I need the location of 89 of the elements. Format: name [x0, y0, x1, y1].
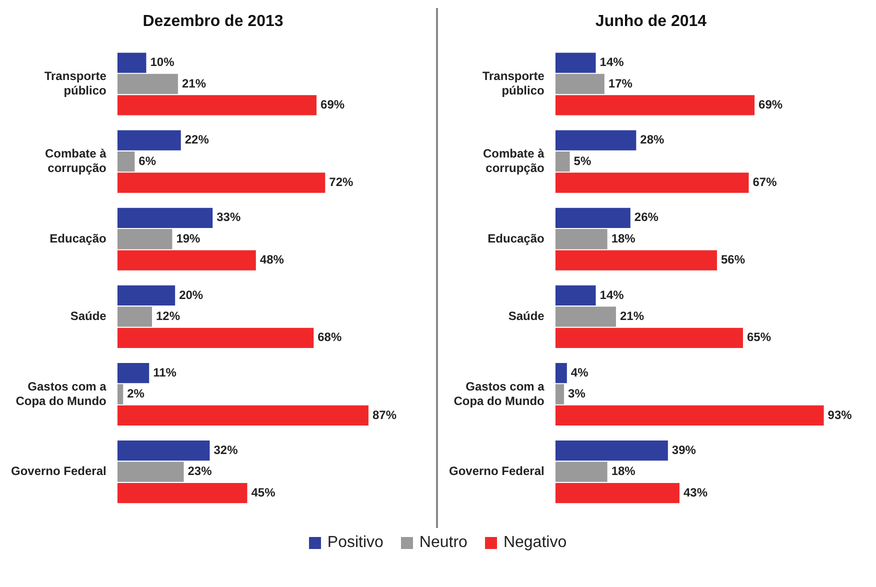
data-label: 2%	[127, 386, 145, 401]
data-label: 22%	[184, 132, 210, 147]
bar	[555, 462, 608, 482]
bar	[117, 95, 317, 116]
bar	[117, 405, 368, 426]
bar	[555, 482, 680, 504]
bar	[117, 172, 326, 193]
bar	[555, 208, 630, 228]
legend-label: Neutro	[419, 534, 468, 552]
data-label: 4%	[570, 365, 589, 380]
legend-label: Negativo	[503, 534, 567, 552]
data-label: 39%	[672, 442, 696, 457]
bar	[555, 285, 596, 306]
data-label: 12%	[156, 308, 180, 323]
data-label: 21%	[182, 76, 206, 90]
data-label: 18%	[611, 464, 636, 478]
y-tick-label: Educação	[50, 231, 106, 246]
data-label: 87%	[372, 408, 397, 422]
bar	[117, 384, 124, 404]
bar	[555, 52, 596, 73]
data-label: 68%	[318, 330, 342, 344]
bar	[117, 328, 314, 348]
y-tick-label: Transporte público	[482, 69, 545, 98]
chart-title: Dezembro de 2013	[142, 13, 284, 30]
bar	[117, 306, 152, 327]
bar	[555, 229, 608, 250]
data-label: 10%	[150, 55, 175, 70]
data-label: 93%	[828, 408, 852, 422]
y-tick-label: Saúde	[70, 308, 107, 323]
y-tick-label: Transporte público	[44, 69, 107, 98]
data-label: 56%	[720, 252, 746, 267]
bar	[117, 130, 181, 150]
bar	[555, 306, 616, 327]
bar	[555, 328, 743, 348]
y-tick-label: Combate à corrupção	[45, 146, 107, 176]
data-label: 3%	[568, 386, 586, 401]
bar	[117, 74, 178, 94]
y-tick-label: Gastos com a Copa do Mundo	[16, 379, 107, 408]
data-label: 65%	[746, 330, 772, 344]
data-label: 23%	[188, 464, 212, 478]
data-label: 14%	[600, 55, 624, 70]
y-tick-label: Gastos com a Copa do Mundo	[454, 379, 545, 408]
data-label: 67%	[752, 175, 778, 190]
y-tick-label: Governo Federal	[10, 464, 106, 478]
y-tick-label: Governo Federal	[448, 464, 544, 478]
data-label: 5%	[574, 154, 592, 168]
data-label: 48%	[260, 252, 284, 267]
bar	[555, 130, 636, 150]
bar	[117, 250, 256, 270]
bar	[555, 250, 717, 270]
bar	[555, 74, 604, 94]
data-label: 43%	[683, 485, 708, 500]
bar	[117, 151, 135, 172]
y-tick-label: Educação	[488, 231, 544, 246]
data-label: 26%	[634, 210, 659, 224]
bar	[117, 229, 172, 250]
data-label: 20%	[179, 288, 204, 302]
bar	[555, 440, 668, 461]
data-label: 14%	[600, 288, 624, 302]
data-label: 21%	[620, 308, 644, 323]
chart-title: Junho de 2014	[595, 13, 707, 30]
data-label: 32%	[214, 442, 238, 457]
bar	[117, 440, 210, 461]
y-tick-label: Saúde	[508, 308, 545, 323]
bar	[117, 285, 176, 306]
data-label: 18%	[611, 231, 636, 246]
bar	[117, 362, 150, 384]
data-label: 11%	[153, 365, 177, 380]
bar	[555, 405, 824, 426]
bar	[117, 52, 146, 73]
bar	[555, 151, 570, 172]
bar	[555, 384, 564, 404]
bar	[117, 462, 184, 482]
data-label: 69%	[320, 97, 345, 112]
data-label: 72%	[329, 175, 354, 190]
legend-label: Positivo	[327, 534, 384, 552]
data-label: 28%	[640, 132, 665, 147]
bar	[555, 95, 755, 116]
data-label: 17%	[608, 76, 633, 90]
data-label: 33%	[216, 210, 241, 224]
bar	[555, 362, 567, 384]
bar	[117, 482, 248, 504]
data-label: 45%	[251, 485, 276, 500]
data-label: 6%	[138, 154, 156, 168]
y-tick-label: Combate à corrupção	[483, 146, 545, 176]
bar	[555, 172, 749, 193]
data-label: 69%	[758, 97, 783, 112]
data-label: 19%	[176, 231, 201, 246]
bar	[117, 208, 213, 228]
